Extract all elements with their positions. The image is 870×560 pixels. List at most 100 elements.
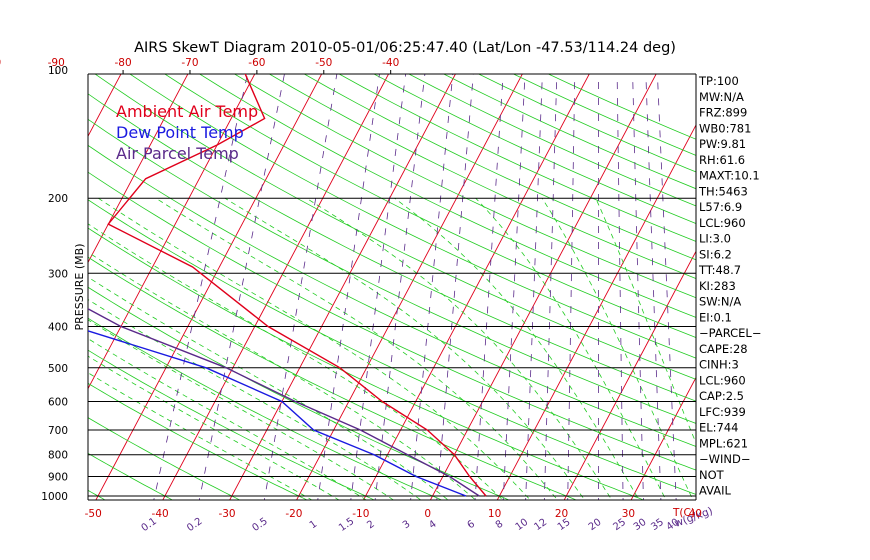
mixing-ratio-line xyxy=(502,74,526,500)
pressure-tick-label: 400 xyxy=(48,321,68,333)
index-value: MPL:621 xyxy=(699,436,748,450)
skewt-grid xyxy=(88,70,870,505)
pressure-tick-label: 100 xyxy=(48,65,68,77)
mixing-ratio-line xyxy=(374,74,426,500)
dry-adiabat-line xyxy=(408,74,696,207)
temp-tick-label-bottom: 20 xyxy=(555,508,568,520)
mixing-ratio-line xyxy=(656,74,677,500)
isotherm-line xyxy=(88,74,122,138)
legend-entry: Dew Point Temp xyxy=(116,123,244,142)
moist-adiabat-line xyxy=(88,319,395,500)
dry-adiabat-line xyxy=(94,74,696,380)
ambient-air-temp-line xyxy=(107,74,487,497)
index-value: EL:744 xyxy=(699,421,739,435)
moist-adiabat-line xyxy=(475,197,667,500)
dry-adiabat-line xyxy=(88,349,376,500)
pressure-tick-label: 900 xyxy=(48,472,68,484)
y-axis-label: PRESSURE (MB) xyxy=(73,244,86,331)
dry-adiabat-line xyxy=(88,144,696,447)
mixing-ratio-tick-label: 4 xyxy=(427,519,439,532)
dry-adiabat-line xyxy=(88,417,241,500)
mixing-ratio-tick-label: 20 xyxy=(587,517,604,533)
mixing-ratio-line xyxy=(198,74,285,500)
moist-adiabat-line xyxy=(88,251,477,500)
moist-adiabat-line xyxy=(155,197,558,500)
index-value: CAP:2.5 xyxy=(699,389,744,403)
dry-adiabat-line xyxy=(338,74,696,242)
mixing-ratio-line xyxy=(317,74,380,500)
dry-adiabat-line xyxy=(88,452,174,500)
mixing-ratio-line xyxy=(645,74,662,500)
index-value: KI:283 xyxy=(699,279,736,293)
isotherm-line xyxy=(762,70,870,505)
pressure-tick-label: 1000 xyxy=(41,491,68,503)
pressure-tick-label: 800 xyxy=(48,450,68,462)
dry-adiabat-line xyxy=(303,74,696,261)
temp-tick-label-bottom: 0 xyxy=(424,508,431,520)
temp-tick-label-bottom: -10 xyxy=(352,508,369,520)
dry-adiabat-line xyxy=(88,118,696,424)
dry-adiabat-line xyxy=(88,93,696,402)
dry-adiabat-line xyxy=(198,74,696,318)
temp-tick-label-bottom: -30 xyxy=(218,508,235,520)
index-value: TP:100 xyxy=(698,74,739,88)
moist-adiabat-line xyxy=(224,197,586,500)
moist-adiabat-line xyxy=(306,197,613,500)
index-value: LFC:939 xyxy=(699,405,746,419)
index-value: LCL:960 xyxy=(699,216,746,230)
isotherm-line xyxy=(429,74,657,500)
temp-tick-label-top: -70 xyxy=(181,57,198,69)
mixing-ratio-tick-label: 6 xyxy=(466,519,478,532)
isotherm-line xyxy=(88,74,189,264)
dry-adiabat-line xyxy=(268,74,696,279)
temp-tick-label-bottom: -20 xyxy=(285,508,302,520)
moist-adiabat-line xyxy=(394,197,640,500)
temp-tick-label-top: -50 xyxy=(315,57,332,69)
mixing-ratio-tick-label: 12 xyxy=(532,517,549,533)
index-value: WB0:781 xyxy=(699,121,751,135)
isotherm-line xyxy=(88,74,256,390)
temp-tick-label-bottom: -40 xyxy=(152,508,169,520)
isotherm-line xyxy=(829,70,870,505)
index-value: LCL:960 xyxy=(699,373,746,387)
mixing-ratio-line xyxy=(410,74,454,500)
mixing-ratio-line xyxy=(632,74,644,500)
index-value: SI:6.2 xyxy=(699,247,732,261)
pressure-tick-label: 700 xyxy=(48,425,68,437)
temp-tick-label-bottom: 40 xyxy=(689,508,702,520)
index-value: PW:9.81 xyxy=(699,137,746,151)
index-value: MW:N/A xyxy=(699,90,744,104)
dry-adiabat-line xyxy=(88,317,443,500)
index-value: TH:5463 xyxy=(698,184,748,198)
temp-tick-label-top: -80 xyxy=(115,57,132,69)
index-value: TT:48.7 xyxy=(698,263,741,277)
mixing-ratio-tick-label: 8 xyxy=(494,519,506,532)
moist-adiabat-line xyxy=(98,197,531,500)
index-value: NOT xyxy=(699,468,725,482)
index-value: −PARCEL− xyxy=(699,326,761,340)
isotherm-line xyxy=(162,74,390,500)
isotherm-line xyxy=(630,376,696,500)
dry-adiabat-line xyxy=(88,171,696,471)
pressure-tick-label: 600 xyxy=(48,396,68,408)
dry-adiabat-line xyxy=(88,489,106,500)
index-value: SW:N/A xyxy=(699,295,741,309)
dry-adiabat-line xyxy=(88,227,645,500)
index-value: −WIND− xyxy=(699,452,751,466)
legend: Ambient Air Temp Dew Point Temp Air Parcel… xyxy=(116,102,258,163)
dry-adiabat-line xyxy=(164,74,696,338)
chart-title: AIRS SkewT Diagram 2010-05-01/06:25:47.4… xyxy=(134,40,676,56)
temp-tick-label-bottom: -50 xyxy=(85,508,102,520)
temp-tick-label-bottom: 30 xyxy=(622,508,635,520)
index-value: CAPE:28 xyxy=(699,342,748,356)
mixing-ratio-line xyxy=(153,74,248,500)
moist-adiabat-line xyxy=(541,197,694,500)
dry-adiabat-line xyxy=(129,74,696,359)
sounding-series xyxy=(88,74,487,497)
temp-tick-label-top: -60 xyxy=(248,57,265,69)
index-value: MAXT:10.1 xyxy=(699,169,760,183)
moist-adiabat-line xyxy=(88,372,313,500)
pressure-tick-label: 300 xyxy=(48,268,68,280)
mixing-ratio-line xyxy=(474,74,504,500)
